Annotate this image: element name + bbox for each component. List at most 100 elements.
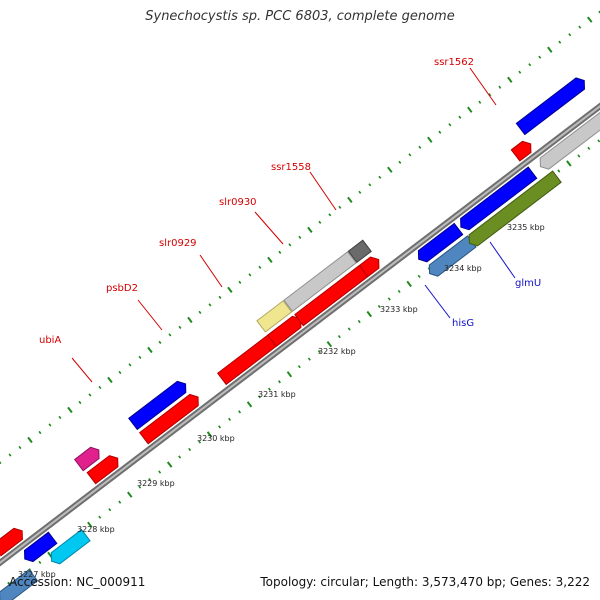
ruler-major-tick	[387, 166, 393, 173]
ruler-minor-tick	[138, 355, 142, 359]
ruler-major-tick	[566, 160, 572, 167]
ruler-minor-tick	[297, 365, 301, 369]
ruler-minor-tick	[98, 385, 102, 390]
label-slr0929: slr0929	[159, 238, 197, 249]
ruler-minor-tick	[108, 508, 112, 512]
ruler-minor-tick	[118, 370, 122, 375]
gene-gray-rev[interactable]	[536, 98, 600, 172]
tick-label-3232: 3232 kbp	[318, 347, 356, 356]
accession-text: Accession: NC_000911	[9, 575, 146, 589]
ruler-major-tick	[227, 286, 233, 293]
ruler-major-tick	[366, 310, 372, 318]
ruler-minor-tick	[168, 333, 172, 337]
ruler-minor-tick	[148, 478, 152, 482]
label-hisG: hisG	[452, 318, 474, 329]
backbone	[0, 102, 600, 567]
gene-ssr1558[interactable]	[358, 254, 383, 278]
ruler-minor-tick	[358, 190, 362, 194]
gene-slr0929[interactable]	[267, 313, 305, 347]
ruler-minor-tick	[518, 70, 522, 74]
ruler-minor-tick	[48, 423, 52, 427]
label-glmU: glmU	[515, 278, 541, 289]
ruler-minor-tick	[357, 319, 361, 324]
ruler-minor-tick	[178, 455, 182, 459]
tick-label-3229: 3229 kbp	[137, 479, 175, 488]
gene-ssr1558-dark[interactable]	[347, 239, 372, 264]
ruler-minor-tick	[178, 325, 182, 329]
ruler-minor-tick	[328, 213, 332, 217]
ruler-minor-tick	[267, 387, 271, 391]
ruler-major-tick	[187, 316, 193, 324]
ruler-major-tick	[67, 406, 73, 414]
gene-ubiA-blue[interactable]	[128, 378, 190, 431]
ruler-minor-tick	[377, 304, 381, 309]
ruler-minor-tick	[368, 183, 372, 187]
ruler-minor-tick	[38, 560, 42, 564]
ruler-minor-tick	[488, 93, 492, 97]
ruler-major-tick	[547, 46, 553, 53]
ruler-minor-tick	[198, 310, 202, 314]
ruler-minor-tick	[578, 25, 582, 29]
ruler-minor-tick	[58, 415, 62, 420]
gene-blue-rev-2[interactable]	[414, 222, 464, 264]
ruler-minor-tick	[257, 395, 261, 399]
ruler-minor-tick	[498, 85, 502, 89]
ruler-minor-tick	[28, 568, 32, 572]
ruler-major-tick	[326, 340, 333, 348]
gene-glmU[interactable]	[465, 170, 562, 249]
ruler-minor-tick	[408, 153, 412, 157]
ruler-minor-tick	[238, 410, 242, 414]
ruler-minor-tick	[478, 100, 482, 104]
ruler-minor-tick	[88, 393, 92, 397]
gene-ssr1562[interactable]	[510, 138, 535, 162]
tick-label-3228: 3228 kbp	[77, 525, 115, 534]
ruler-minor-tick	[298, 235, 302, 239]
tick-label-3234: 3234 kbp	[444, 264, 482, 273]
ruler-major-tick	[107, 376, 113, 384]
ruler-minor-tick	[218, 425, 222, 429]
gene-blue-far[interactable]	[515, 75, 588, 136]
ruler-minor-tick	[278, 250, 282, 254]
gene-slr0929-yellow[interactable]	[256, 300, 293, 333]
ruler-minor-tick	[277, 380, 281, 384]
ruler-minor-tick	[0, 461, 2, 465]
ruler-minor-tick	[138, 485, 142, 489]
tick-label-3227: 3227 kbp	[18, 570, 56, 579]
ruler-major-tick	[427, 136, 433, 143]
ruler-minor-tick	[317, 350, 321, 354]
ruler-minor-tick	[557, 169, 561, 173]
label-ssr1558: ssr1558	[271, 162, 311, 173]
ruler-minor-tick	[418, 145, 422, 149]
gene-red-1[interactable]	[0, 525, 26, 557]
ruler-major-tick	[507, 76, 513, 83]
gene-slr0930-gray[interactable]	[283, 251, 357, 313]
gene-ubiA-orf[interactable]	[86, 453, 122, 485]
ruler-major-tick	[87, 521, 93, 528]
gene-cyan-rev[interactable]	[47, 528, 91, 567]
ruler-minor-tick	[597, 139, 600, 143]
ruler-minor-tick	[397, 289, 401, 293]
ruler-minor-tick	[38, 430, 42, 435]
ruler-minor-tick	[118, 500, 122, 504]
ruler-minor-tick	[248, 273, 252, 277]
topology-text: Topology: circular; Length: 3,573,470 bp…	[260, 575, 590, 589]
ruler-minor-tick	[558, 40, 562, 44]
gene-hisG[interactable]	[425, 235, 477, 279]
ruler-major-tick	[587, 16, 593, 23]
ruler-minor-tick	[538, 55, 542, 59]
gene-steel-rev-1[interactable]	[0, 568, 39, 600]
ruler-major-tick	[147, 346, 153, 354]
gene-blue-rev-1[interactable]	[21, 531, 58, 564]
gene-glmU-blue[interactable]	[457, 166, 538, 233]
ruler-major-tick	[246, 401, 253, 408]
label-leaders	[71, 67, 516, 383]
ruler-major-tick	[27, 436, 33, 444]
gene-magenta[interactable]	[73, 444, 103, 472]
ruler-minor-tick	[417, 274, 421, 278]
ruler-minor-tick	[577, 154, 581, 158]
gene-ubiA[interactable]	[138, 391, 203, 445]
ruler-minor-tick	[318, 220, 322, 224]
ruler-minor-tick	[307, 357, 311, 361]
